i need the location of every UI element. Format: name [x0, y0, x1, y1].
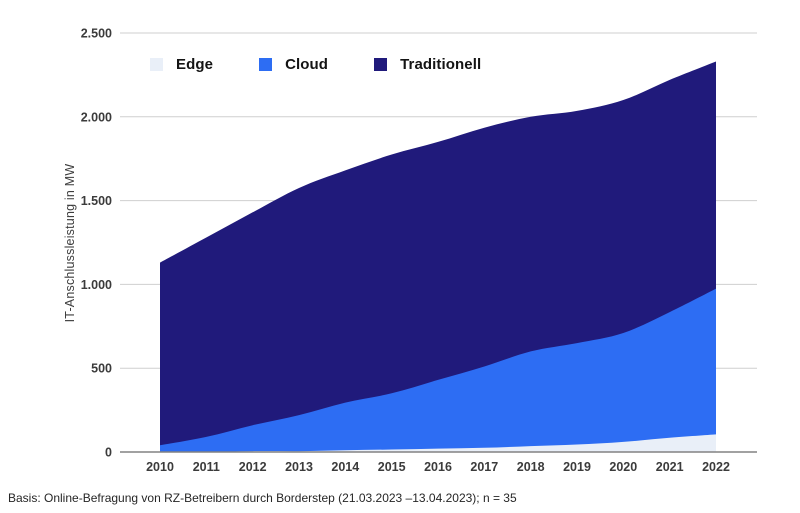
- area-cloud: [160, 288, 716, 452]
- x-tick-label-2012: 2012: [239, 460, 267, 474]
- y-axis-title: IT-Anschlussleistung in MW: [63, 163, 77, 323]
- source-caption: Basis: Online-Befragung von RZ-Betreiber…: [8, 491, 517, 505]
- legend-label-cloud: Cloud: [285, 56, 329, 73]
- y-tick-label-1000: 1.000: [81, 278, 112, 292]
- x-tick-label-2014: 2014: [331, 460, 359, 474]
- legend: Edge Cloud Traditionell: [150, 56, 481, 73]
- x-tick-label-2022: 2022: [702, 460, 730, 474]
- legend-swatch-traditionell: [374, 58, 388, 71]
- y-tick-label-2500: 2.500: [81, 27, 112, 41]
- legend-swatch-edge: [150, 58, 163, 71]
- x-tick-label-2015: 2015: [378, 460, 406, 474]
- x-tick-label-2013: 2013: [285, 460, 313, 474]
- legend-label-edge: Edge: [176, 56, 214, 73]
- x-tick-label-2018: 2018: [517, 460, 545, 474]
- legend-item-edge: Edge: [150, 56, 213, 73]
- x-tick-label-2010: 2010: [146, 460, 174, 474]
- legend-swatch-cloud: [259, 58, 273, 71]
- y-tick-label-0: 0: [105, 446, 112, 460]
- x-tick-label-2021: 2021: [656, 460, 684, 474]
- x-tick-label-2011: 2011: [193, 460, 220, 474]
- y-tick-label-2000: 2.000: [81, 110, 112, 124]
- y-tick-label-500: 500: [91, 362, 112, 376]
- y-tick-label-1500: 1.500: [81, 194, 112, 208]
- legend-label-traditionell: Traditionell: [400, 56, 482, 73]
- x-tick-label-2019: 2019: [563, 460, 591, 474]
- x-tick-label-2017: 2017: [470, 460, 498, 474]
- legend-item-traditionell: Traditionell: [374, 56, 481, 73]
- x-tick-label-2020: 2020: [609, 460, 637, 474]
- legend-item-cloud: Cloud: [259, 56, 328, 73]
- area-edge: [160, 434, 716, 452]
- x-tick-label-2016: 2016: [424, 460, 452, 474]
